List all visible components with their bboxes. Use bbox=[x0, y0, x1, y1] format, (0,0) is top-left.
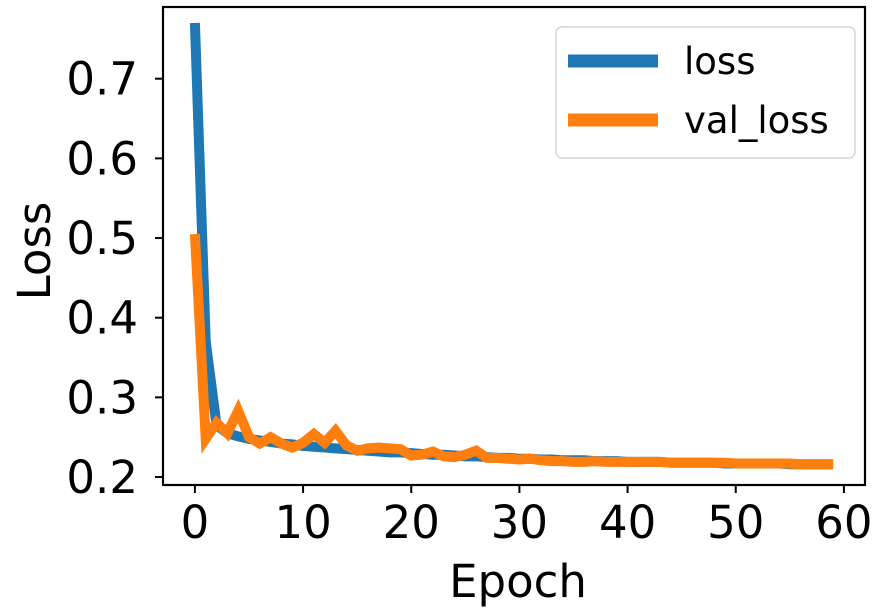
legend: loss val_loss bbox=[555, 26, 856, 159]
x-tick-label: 60 bbox=[815, 496, 872, 549]
ticks-layer: 0 10 20 30 40 50 60 0.2 0.3 0.4 0.5 0.6 0.7 bbox=[66, 53, 872, 549]
x-axis-title: Epoch bbox=[449, 555, 587, 608]
y-tick-label: 0.3 bbox=[66, 371, 138, 424]
legend-label-loss: loss bbox=[684, 40, 755, 83]
y-tick-label: 0.6 bbox=[66, 132, 138, 185]
y-tick-label: 0.7 bbox=[66, 53, 138, 106]
legend-label-val-loss: val_loss bbox=[684, 99, 829, 142]
y-tick-label: 0.2 bbox=[66, 451, 138, 504]
plot-frame bbox=[161, 5, 867, 487]
x-tick-label: 10 bbox=[274, 496, 331, 549]
x-tick-label: 0 bbox=[181, 496, 210, 549]
y-axis-title: Loss bbox=[8, 202, 61, 301]
series-line-val-loss bbox=[189, 233, 834, 470]
y-tick-label: 0.5 bbox=[66, 212, 138, 265]
y-tick-label: 0.4 bbox=[66, 292, 138, 345]
x-tick-label: 20 bbox=[383, 496, 440, 549]
x-tick-label: 30 bbox=[491, 496, 548, 549]
x-tick-label: 50 bbox=[707, 496, 764, 549]
x-tick-label: 40 bbox=[599, 496, 656, 549]
series-layer bbox=[189, 22, 834, 470]
